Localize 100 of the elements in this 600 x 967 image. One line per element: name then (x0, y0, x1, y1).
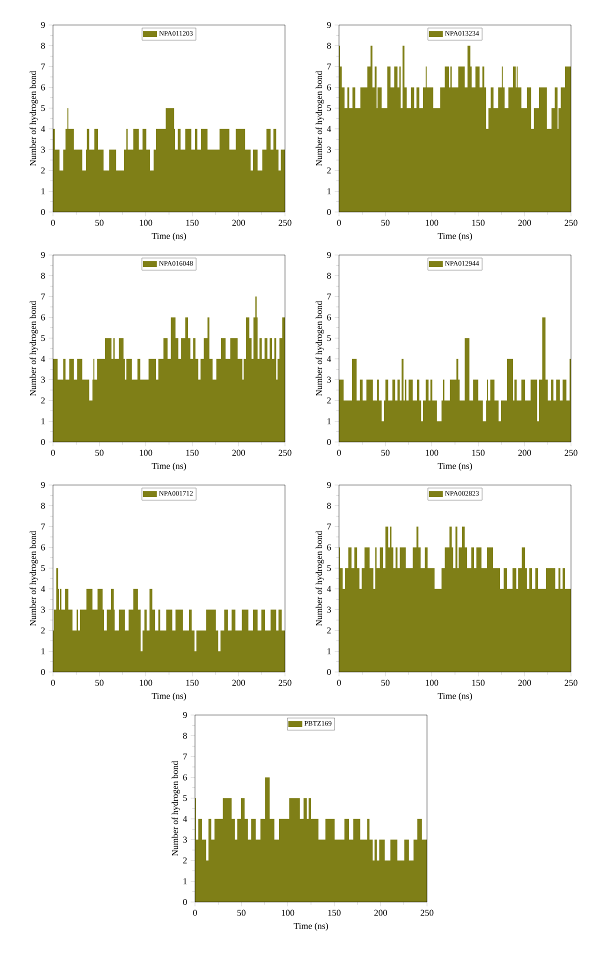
y-tick-label: 6 (327, 84, 331, 90)
y-tick-label: 9 (41, 482, 45, 488)
y-tick-label: 0 (327, 668, 331, 676)
x-axis-title: Time (ns) (152, 462, 186, 471)
x-tick-label: 100 (140, 220, 152, 226)
y-tick-label: 2 (41, 167, 45, 174)
y-tick-label: 1 (42, 418, 45, 424)
x-tick-label: 0 (337, 450, 341, 456)
y-tick-label: 1 (42, 648, 45, 654)
x-tick-label: 250 (278, 680, 292, 686)
y-tick-label: 0 (183, 898, 187, 906)
x-tick-label: 200 (232, 680, 245, 686)
y-tick-label: 7 (41, 524, 45, 530)
x-tick-label: 50 (95, 450, 104, 456)
y-tick-label: 1 (42, 188, 45, 194)
y-tick-label: 5 (41, 335, 45, 342)
y-axis-title: Number of hydrogen bond (172, 760, 180, 856)
y-tick-label: 1 (184, 878, 187, 884)
y-tick-label: 6 (41, 314, 45, 320)
y-tick-label: 3 (327, 376, 331, 383)
x-tick-label: 100 (426, 450, 438, 456)
y-tick-label: 6 (183, 774, 187, 780)
y-tick-label: 5 (183, 795, 187, 802)
y-axis-title: Number of hydrogen bond (30, 530, 38, 626)
y-tick-label: 8 (41, 502, 45, 509)
x-axis-title: Time (ns) (438, 692, 472, 701)
x-tick-label: 50 (381, 450, 390, 456)
x-tick-label: 150 (472, 220, 485, 226)
y-tick-label: 9 (41, 252, 45, 258)
x-axis-title: Time (ns) (438, 462, 472, 471)
x-tick-label: 50 (381, 680, 390, 686)
y-tick-label: 7 (327, 64, 331, 70)
x-tick-label: 150 (186, 450, 199, 456)
y-tick-label: 6 (41, 84, 45, 90)
x-tick-label: 150 (472, 680, 485, 686)
y-tick-label: 2 (327, 167, 331, 174)
y-tick-label: 3 (41, 376, 45, 383)
x-tick-label: 0 (193, 910, 197, 916)
y-tick-label: 5 (327, 335, 331, 342)
y-tick-label: 2 (41, 397, 45, 404)
y-tick-label: 3 (327, 606, 331, 613)
y-tick-label: 4 (326, 356, 332, 362)
y-tick-label: 0 (41, 668, 45, 676)
y-tick-label: 8 (41, 42, 45, 49)
x-tick-label: 150 (472, 450, 485, 456)
y-tick-label: 9 (41, 22, 45, 28)
y-tick-label: 7 (327, 524, 331, 530)
y-tick-label: 6 (327, 544, 331, 550)
x-tick-label: 0 (51, 680, 55, 686)
x-tick-label: 250 (564, 680, 578, 686)
x-axis-title: Time (ns) (152, 232, 186, 241)
y-tick-label: 9 (327, 22, 331, 28)
y-tick-label: 4 (326, 586, 332, 592)
y-axis-title: Number of hydrogen bond (316, 530, 324, 626)
y-tick-label: 7 (41, 64, 45, 70)
x-tick-label: 0 (337, 680, 341, 686)
y-tick-label: 5 (41, 105, 45, 112)
x-tick-label: 200 (518, 220, 531, 226)
y-tick-label: 8 (327, 272, 331, 279)
x-tick-label: 50 (381, 220, 390, 226)
x-tick-label: 150 (186, 220, 199, 226)
y-tick-label: 4 (40, 356, 46, 362)
y-tick-label: 4 (40, 126, 46, 132)
x-tick-label: 100 (426, 680, 438, 686)
y-tick-label: 2 (41, 627, 45, 634)
x-tick-label: 250 (564, 220, 578, 226)
y-tick-label: 1 (328, 648, 331, 654)
y-tick-label: 0 (41, 438, 45, 446)
y-tick-label: 1 (328, 418, 331, 424)
y-tick-label: 4 (182, 816, 188, 822)
y-tick-label: 6 (41, 544, 45, 550)
y-tick-label: 5 (327, 105, 331, 112)
x-tick-label: 100 (426, 220, 438, 226)
y-tick-label: 9 (327, 252, 331, 258)
x-tick-label: 50 (237, 910, 246, 916)
x-tick-label: 250 (564, 450, 578, 456)
x-tick-label: 250 (420, 910, 434, 916)
y-tick-label: 7 (41, 294, 45, 300)
x-tick-label: 50 (95, 680, 104, 686)
x-axis-title: Time (ns) (152, 692, 186, 701)
x-axis-title: Time (ns) (294, 922, 328, 931)
x-axis-title: Time (ns) (438, 232, 472, 241)
y-tick-label: 7 (183, 754, 187, 760)
y-axis-title: Number of hydrogen bond (316, 70, 324, 166)
x-tick-label: 0 (51, 220, 55, 226)
y-tick-label: 8 (183, 732, 187, 739)
x-tick-label: 0 (337, 220, 341, 226)
y-tick-label: 7 (327, 294, 331, 300)
x-tick-label: 150 (328, 910, 341, 916)
x-tick-label: 250 (278, 220, 292, 226)
x-tick-label: 100 (282, 910, 294, 916)
y-tick-label: 3 (41, 146, 45, 153)
y-tick-label: 8 (41, 272, 45, 279)
x-tick-label: 200 (518, 680, 531, 686)
x-tick-label: 50 (95, 220, 104, 226)
x-tick-label: 100 (140, 680, 152, 686)
y-tick-label: 1 (328, 188, 331, 194)
x-tick-label: 200 (518, 450, 531, 456)
y-tick-label: 5 (41, 565, 45, 572)
x-tick-label: 200 (232, 220, 245, 226)
